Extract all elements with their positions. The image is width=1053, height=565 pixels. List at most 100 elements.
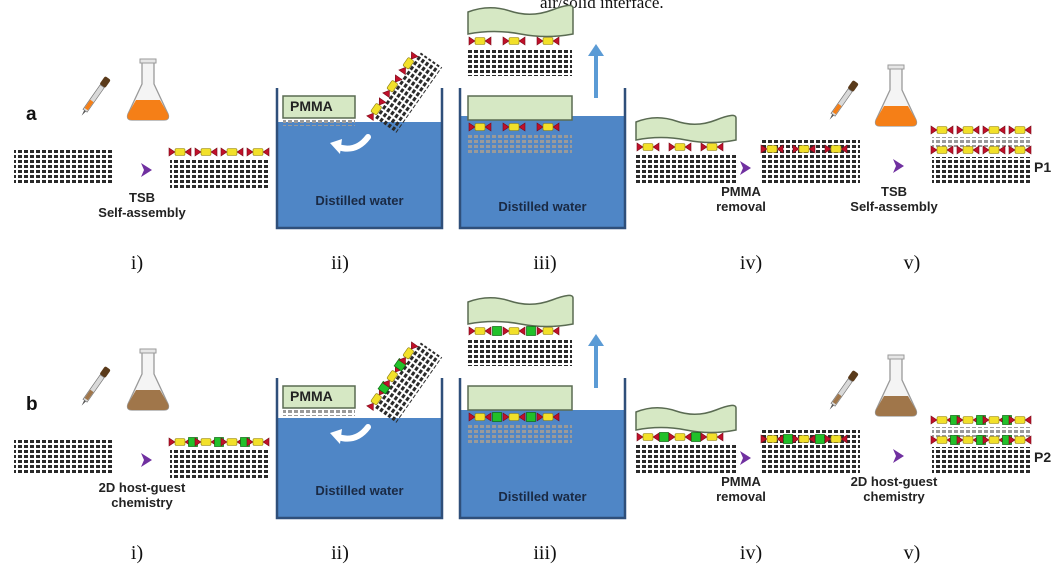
tsb-arm	[840, 144, 848, 154]
tsb-molecule	[700, 142, 724, 152]
tsb-arm	[552, 326, 560, 336]
tsb-arm	[484, 326, 492, 336]
tsb-arm	[930, 125, 938, 135]
tsb-core	[474, 413, 486, 421]
tsb-arm	[760, 434, 768, 444]
tsb-core	[674, 433, 686, 441]
transfer-arrow-head	[330, 429, 342, 444]
transfer-arrow	[335, 134, 371, 152]
tsb-core	[936, 416, 948, 424]
tsb-molecule	[792, 434, 816, 444]
tsb-core	[200, 438, 212, 446]
tsb-core	[370, 103, 382, 115]
step-number: v)	[903, 252, 921, 274]
tsb-molecule	[760, 434, 784, 444]
tsb-arm	[168, 147, 176, 157]
tsb-core	[962, 126, 974, 134]
flask-lip	[139, 58, 157, 64]
product-label: P1	[1034, 159, 1052, 175]
tsb-arm	[982, 415, 990, 425]
tsb-arm	[636, 142, 644, 152]
tsb-core	[226, 438, 238, 446]
process-arrow	[893, 449, 904, 463]
process-arrow	[740, 161, 751, 175]
tsb-arm	[366, 402, 374, 412]
graphene-lattice	[468, 133, 572, 155]
dropper-icon	[81, 76, 111, 116]
tsb-core	[508, 123, 520, 131]
tsb-arm	[502, 412, 510, 422]
tsb-molecule	[668, 432, 692, 442]
tsb-core	[766, 435, 778, 443]
tsb-arm	[194, 437, 202, 447]
tsb-arm	[998, 125, 1006, 135]
tsb-arm	[930, 415, 938, 425]
tsb-arm	[956, 145, 964, 155]
dropper-tip	[829, 114, 834, 120]
tsb-molecule	[366, 97, 387, 122]
tsb-core	[1014, 436, 1026, 444]
tsb-arm	[956, 125, 964, 135]
step-v-caption-line: 2D host-guest	[850, 474, 938, 489]
tsb-arm	[536, 36, 544, 46]
pmma-film-peeled	[635, 114, 737, 144]
tsb-arm	[930, 145, 938, 155]
pmma-box-label: PMMA	[290, 98, 333, 114]
tsb-arm	[808, 434, 816, 444]
beaker-wall	[275, 88, 444, 230]
flask-icon	[874, 354, 918, 417]
tsb-arm	[684, 432, 692, 442]
step-number: ii)	[331, 252, 349, 274]
pmma-film-peeled	[635, 404, 737, 434]
tsb-arm	[792, 434, 800, 444]
tsb-arm	[792, 144, 800, 154]
step-v-caption: TSB Self-assembly	[824, 184, 964, 214]
tsb-arm	[956, 415, 964, 425]
tsb-arm	[220, 437, 228, 447]
flask-lip	[139, 348, 157, 354]
tsb-arm	[246, 437, 254, 447]
tsb-arm	[1008, 435, 1016, 445]
tsb-arm	[502, 326, 510, 336]
guest-molecule	[815, 434, 825, 444]
flask-lip	[887, 354, 905, 360]
flask-icon	[126, 348, 170, 411]
tsb-core	[508, 327, 520, 335]
step-v-caption-line: Self-assembly	[850, 199, 938, 214]
tsb-molecule	[502, 326, 526, 336]
tsb-arm	[378, 97, 387, 106]
step-number: iii)	[533, 542, 557, 564]
flask-icon	[874, 64, 918, 127]
dropper-icon	[81, 366, 111, 406]
pmma-film-peeled	[467, 4, 574, 38]
guest-molecule	[492, 412, 502, 422]
tsb-core	[252, 148, 264, 156]
tsb-arm	[552, 412, 560, 422]
tsb-core	[474, 327, 486, 335]
dropper-liquid	[832, 393, 842, 405]
tsb-core	[1014, 146, 1026, 154]
tsb-core	[706, 433, 718, 441]
tsb-molecule	[502, 122, 526, 132]
tsb-molecule	[956, 415, 980, 425]
tsb-core	[1014, 416, 1026, 424]
graphene-lattice	[468, 423, 572, 445]
tsb-molecule	[824, 144, 848, 154]
process-arrow	[740, 451, 751, 465]
tsb-core	[798, 435, 810, 443]
tsb-arm	[210, 147, 218, 157]
transfer-arrow-head	[330, 139, 342, 154]
guest-molecule	[783, 434, 793, 444]
tsb-arm	[652, 142, 660, 152]
tsb-core	[542, 123, 554, 131]
tsb-arm	[652, 432, 660, 442]
tsb-molecule	[398, 341, 419, 366]
step-iv-caption: PMMA removal	[691, 184, 791, 214]
tsb-arm	[398, 356, 406, 366]
tsb-core	[174, 148, 186, 156]
tsb-core	[988, 146, 1000, 154]
tsb-arm	[366, 112, 374, 122]
tsb-molecule	[536, 326, 560, 336]
tsb-arm	[1008, 415, 1016, 425]
